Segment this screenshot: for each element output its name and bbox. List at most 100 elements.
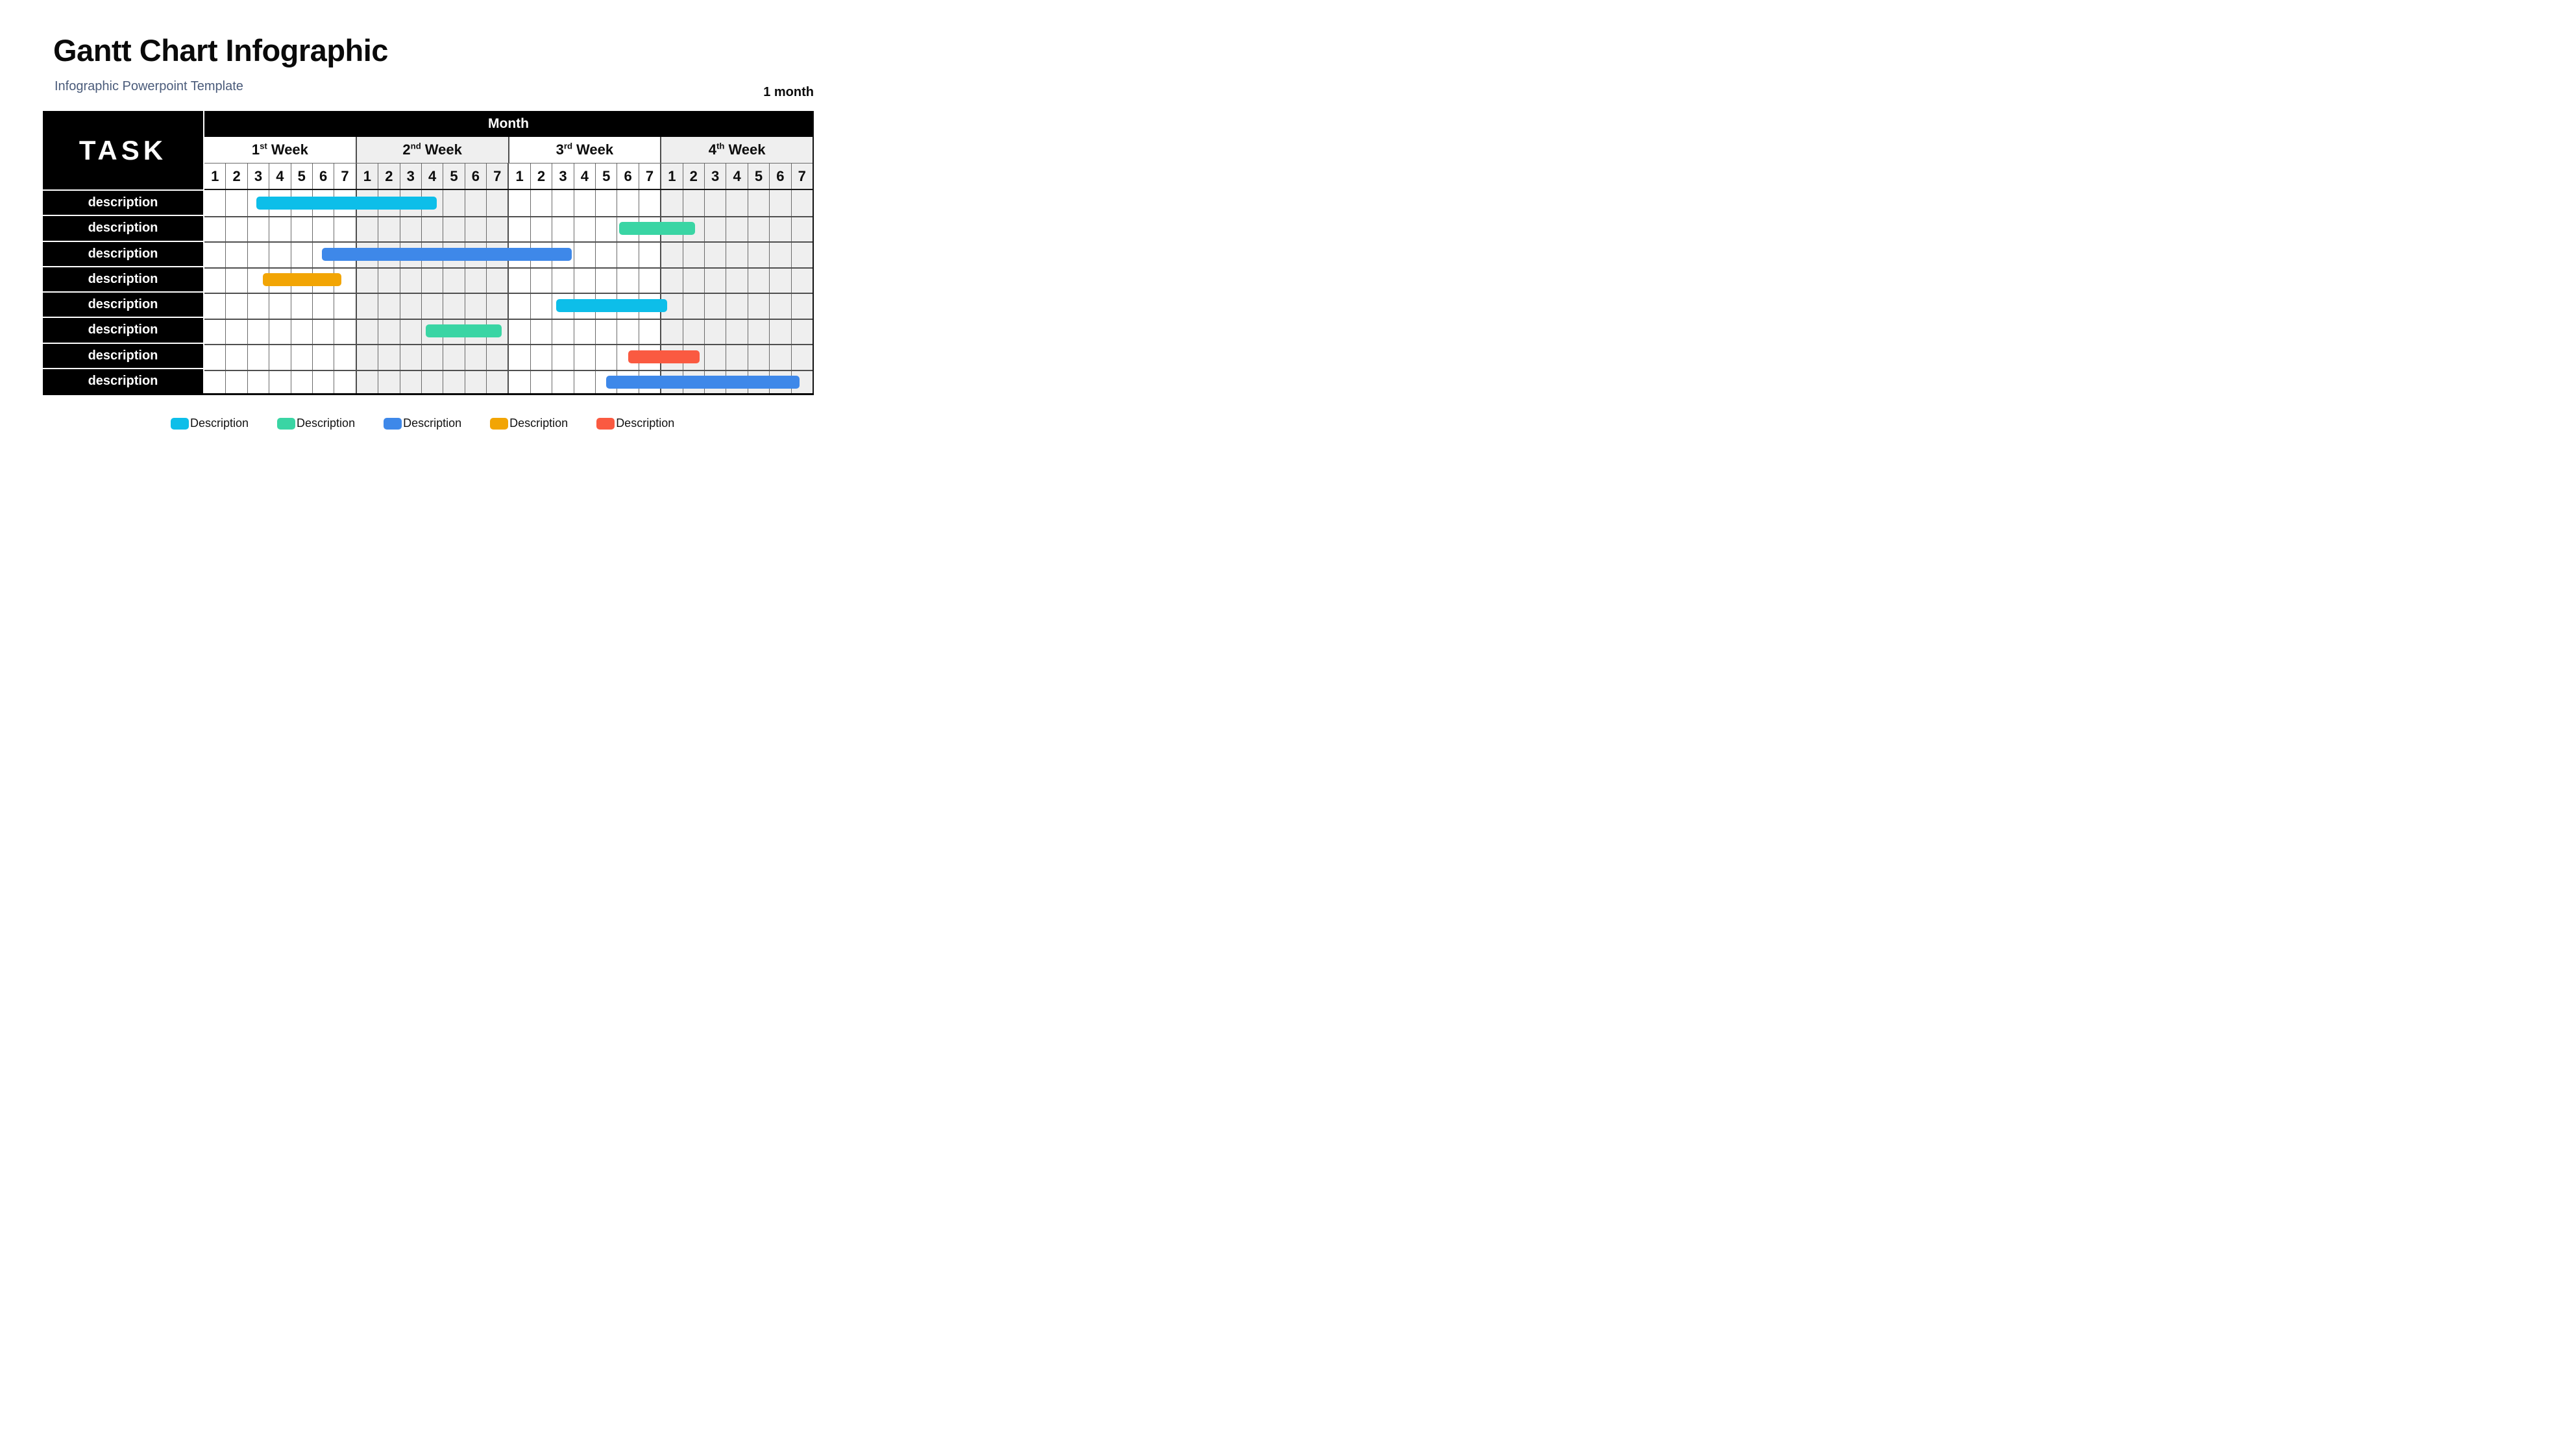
legend-swatch-red <box>596 417 615 430</box>
gantt-bar-blue-row8 <box>606 376 800 389</box>
day-header-w2-d2: 2 <box>378 164 400 189</box>
task-row-7 <box>204 344 813 370</box>
task-column: TASK description description description de… <box>43 111 204 393</box>
day-column <box>682 190 704 393</box>
day-column <box>552 190 573 393</box>
task-row-label-8: description <box>43 367 203 393</box>
legend-label: Description <box>297 417 356 430</box>
week-header-label: 3rd Week <box>556 141 614 158</box>
day-column <box>312 190 334 393</box>
day-header-w1-d2: 2 <box>225 164 247 189</box>
day-header-w3-d4: 4 <box>573 164 596 189</box>
day-column <box>747 190 769 393</box>
legend-item-cyan: Description <box>171 417 249 430</box>
day-column <box>573 190 595 393</box>
week-header-label: 2nd Week <box>402 141 462 158</box>
day-column <box>247 190 269 393</box>
day-header-w1-d6: 6 <box>312 164 334 189</box>
legend-item-blue: Description <box>384 417 461 430</box>
task-row-label-6: description <box>43 317 203 342</box>
day-header-w4-d3: 3 <box>703 164 726 189</box>
gantt-bar-blue-row3 <box>321 247 572 261</box>
gantt-bar-cyan-row1 <box>256 196 437 210</box>
day-header-w3-d6: 6 <box>617 164 639 189</box>
day-column <box>530 190 552 393</box>
gantt-bar-red-row7 <box>628 350 700 363</box>
week-stripe-2 <box>356 190 509 393</box>
month-header: Month <box>204 111 813 137</box>
task-row-2 <box>204 215 813 242</box>
day-header-w3-d2: 2 <box>530 164 552 189</box>
day-header-w4-d6: 6 <box>769 164 791 189</box>
page-title: Gantt Chart Infographic <box>53 33 388 67</box>
day-header-w3-d1: 1 <box>507 164 530 189</box>
day-header-w4-d5: 5 <box>747 164 770 189</box>
day-column <box>660 190 682 393</box>
task-row-3 <box>204 241 813 267</box>
day-header-w1-d5: 5 <box>290 164 312 189</box>
day-header-w1-d3: 3 <box>247 164 269 189</box>
week-header-band: 1st Week 2nd Week 3rd Week 4th Week <box>204 137 813 163</box>
day-column <box>225 190 247 393</box>
legend-item-orange: Description <box>490 417 568 430</box>
day-column <box>638 190 660 393</box>
legend: Description Description Description Descrip… <box>171 417 674 430</box>
legend-label: Description <box>403 417 462 430</box>
day-column <box>617 190 638 393</box>
day-header-w1-d1: 1 <box>204 164 226 189</box>
task-row-4 <box>204 267 813 293</box>
legend-label: Description <box>190 417 249 430</box>
day-header-w2-d3: 3 <box>399 164 421 189</box>
day-column <box>507 190 530 393</box>
day-header-w2-d6: 6 <box>464 164 487 189</box>
gantt-bar-green-row6 <box>426 324 502 338</box>
week-header-2: 2nd Week <box>355 137 508 163</box>
gantt-plot-area <box>204 190 813 393</box>
task-row-label-3: description <box>43 240 203 266</box>
week-header-3: 3rd Week <box>507 137 661 163</box>
day-header-w1-d7: 7 <box>334 164 356 189</box>
day-header-w1-d4: 4 <box>269 164 291 189</box>
day-column <box>443 190 464 393</box>
row-gridlines-layer <box>204 190 813 393</box>
legend-label: Description <box>616 417 675 430</box>
day-column <box>290 190 312 393</box>
day-header-w2-d7: 7 <box>486 164 508 189</box>
task-row-label-5: description <box>43 291 203 317</box>
gantt-bar-orange-row4 <box>263 273 341 287</box>
day-column <box>595 190 617 393</box>
task-column-header: TASK <box>79 134 167 165</box>
day-header-w3-d5: 5 <box>595 164 617 189</box>
day-column <box>355 190 378 393</box>
legend-label: Description <box>509 417 569 430</box>
week-header-label: 4th Week <box>708 141 766 158</box>
day-column <box>703 190 726 393</box>
week-header-1: 1st Week <box>204 137 356 163</box>
task-row-5 <box>204 293 813 319</box>
day-gridlines-layer <box>204 190 813 393</box>
gantt-bar-cyan-row5 <box>556 298 667 312</box>
legend-swatch-blue <box>384 417 402 430</box>
task-row-8 <box>204 369 813 396</box>
gantt-table: TASK description description description de… <box>43 111 814 395</box>
legend-item-green: Description <box>277 417 355 430</box>
day-column <box>269 190 290 393</box>
task-row-label-1: description <box>43 189 203 215</box>
legend-swatch-orange <box>490 417 509 430</box>
legend-swatch-cyan <box>171 417 189 430</box>
duration-label: 1 month <box>763 85 814 99</box>
day-header-w4-d7: 7 <box>790 164 813 189</box>
day-header-w4-d1: 1 <box>660 164 683 189</box>
day-column <box>334 190 355 393</box>
day-column <box>464 190 486 393</box>
day-header-w4-d2: 2 <box>682 164 704 189</box>
day-column <box>726 190 747 393</box>
week-header-label: 1st Week <box>251 141 308 158</box>
task-row-label-4: description <box>43 265 203 291</box>
legend-swatch-green <box>277 417 296 430</box>
day-column <box>421 190 443 393</box>
day-header-w2-d1: 1 <box>355 164 378 189</box>
day-header-w2-d5: 5 <box>443 164 465 189</box>
